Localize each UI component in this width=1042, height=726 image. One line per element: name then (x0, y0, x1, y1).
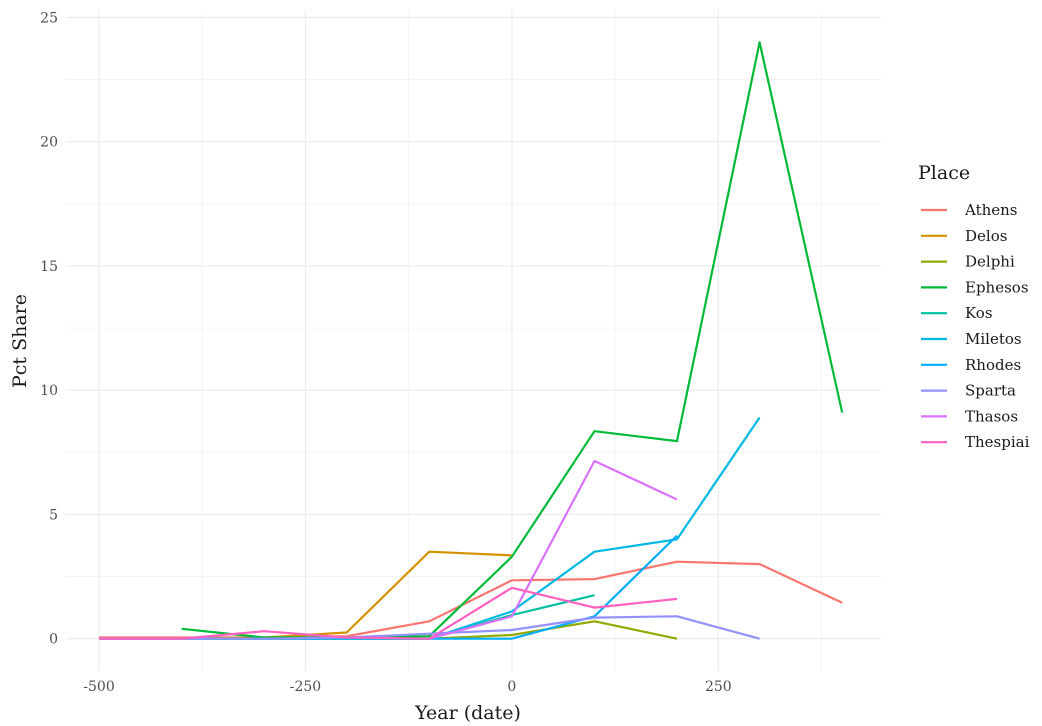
legend-label: Kos (965, 304, 993, 322)
series-line-thespiai (99, 586, 678, 640)
x-tick-label: -250 (290, 679, 321, 695)
legend-label: Athens (964, 201, 1018, 219)
legend-item-athens: Athens (921, 201, 1018, 219)
x-axis-title: Year (date) (414, 702, 521, 724)
series-lines (99, 41, 844, 640)
y-tick-label: 15 (40, 259, 58, 275)
legend-item-delphi: Delphi (921, 253, 1015, 271)
y-tick-label: 10 (40, 383, 58, 399)
legend-item-thasos: Thasos (921, 407, 1018, 425)
legend-item-sparta: Sparta (921, 382, 1016, 400)
legend-label: Rhodes (965, 356, 1021, 374)
y-axis-ticks: 0 5 10 15 20 25 (40, 10, 58, 647)
legend-item-thespiai: Thespiai (921, 433, 1030, 451)
legend-item-miletos: Miletos (921, 330, 1022, 348)
legend-title: Place (918, 162, 970, 184)
legend: Place Athens Delos Delphi Ephesos Kos Miletos… (918, 162, 1030, 451)
legend-label: Thasos (965, 407, 1018, 425)
series-line-thasos (429, 459, 678, 640)
x-tick-label: 250 (705, 679, 732, 695)
x-tick-label: -500 (83, 679, 114, 695)
series-line-sparta (99, 615, 760, 640)
legend-items: Athens Delos Delphi Ephesos Kos Miletos Rhodes… (921, 201, 1030, 451)
legend-label: Delphi (965, 253, 1015, 271)
y-tick-label: 20 (40, 135, 58, 151)
legend-label: Sparta (965, 382, 1016, 400)
legend-item-rhodes: Rhodes (921, 356, 1021, 374)
y-tick-label: 25 (40, 10, 58, 26)
legend-label: Thespiai (965, 433, 1030, 451)
x-axis-ticks: -500 -250 0 250 (83, 679, 731, 695)
y-tick-label: 5 (49, 507, 58, 523)
legend-item-kos: Kos (921, 304, 993, 322)
x-tick-label: 0 (507, 679, 516, 695)
legend-label: Ephesos (965, 278, 1029, 296)
legend-item-ephesos: Ephesos (921, 278, 1029, 296)
legend-label: Delos (965, 227, 1007, 245)
y-tick-label: 0 (49, 632, 58, 648)
series-line-miletos (428, 416, 761, 640)
legend-label: Miletos (965, 330, 1022, 348)
y-axis-title: Pct Share (9, 294, 31, 388)
legend-item-delos: Delos (921, 227, 1007, 245)
series-line-rhodes (99, 534, 678, 640)
grid (66, 10, 881, 671)
